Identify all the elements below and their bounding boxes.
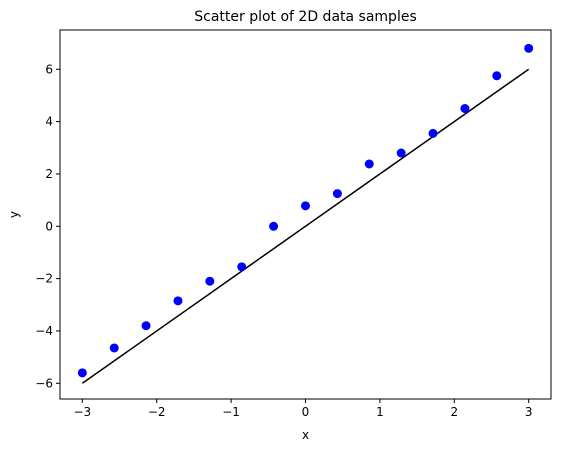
fit-line: [81, 68, 530, 384]
data-point: [428, 128, 438, 138]
data-point: [205, 276, 215, 286]
x-axis-label: x: [302, 428, 309, 442]
data-point: [396, 148, 406, 158]
x-tick-label: −2: [148, 405, 166, 419]
data-point: [173, 296, 183, 306]
y-tick-label: 2: [45, 167, 53, 181]
data-point: [364, 159, 374, 169]
data-point: [77, 368, 87, 378]
y-tick-label: 4: [45, 115, 53, 129]
x-tick-label: 0: [302, 405, 310, 419]
data-point: [524, 43, 534, 53]
x-axis-ticks: −3 −2 −1 0 1 2 3: [73, 399, 533, 419]
y-axis-label: y: [7, 211, 21, 218]
plot-area: [77, 43, 534, 384]
chart-title: Scatter plot of 2D data samples: [194, 9, 417, 25]
y-tick-label: 0: [45, 219, 53, 233]
data-point: [109, 343, 119, 353]
data-point: [492, 71, 502, 81]
x-tick-label: −1: [222, 405, 240, 419]
y-axis-ticks: −6 −4 −2 0 2 4 6: [35, 62, 60, 390]
data-point: [332, 189, 342, 199]
data-point: [460, 104, 470, 114]
y-tick-label: −2: [35, 272, 53, 286]
data-point: [269, 221, 279, 231]
data-point: [237, 262, 247, 272]
data-point: [141, 321, 151, 331]
plot-frame: [59, 29, 552, 400]
y-tick-label: 6: [45, 62, 53, 76]
y-tick-label: −6: [35, 376, 53, 390]
x-tick-label: −3: [73, 405, 91, 419]
x-tick-label: 1: [376, 405, 384, 419]
y-tick-label: −4: [35, 324, 53, 338]
x-tick-label: 2: [450, 405, 458, 419]
x-tick-label: 3: [525, 405, 533, 419]
data-point: [301, 201, 310, 211]
